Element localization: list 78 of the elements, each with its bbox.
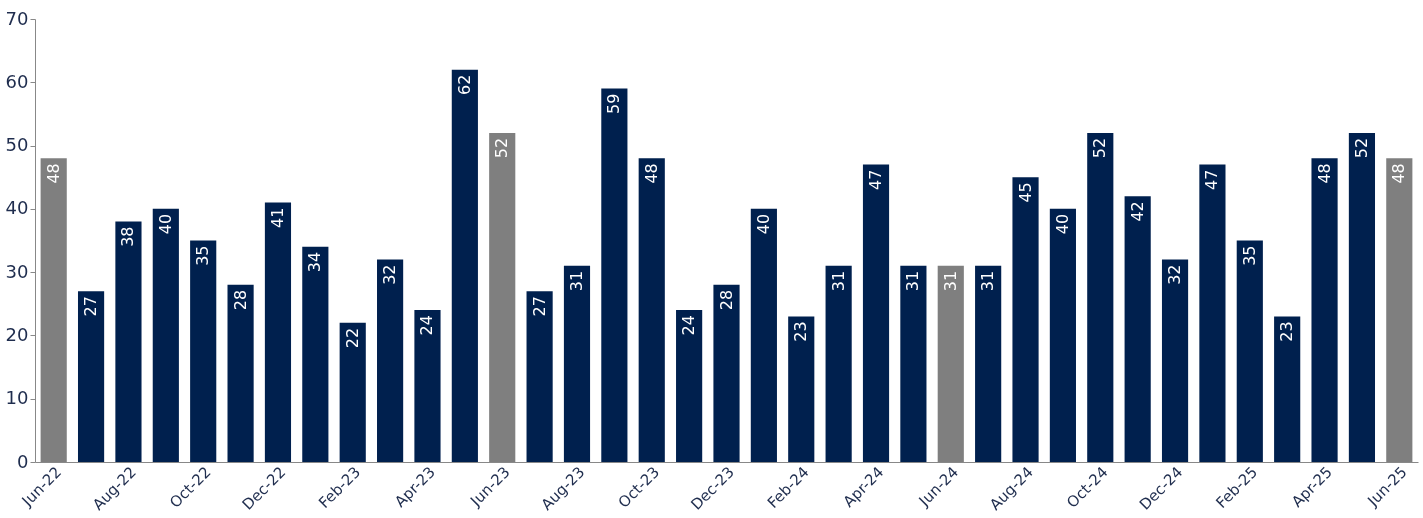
- data-label: 59: [604, 93, 624, 114]
- data-label: 47: [866, 169, 886, 190]
- data-label: 31: [940, 270, 960, 292]
- data-label: 62: [454, 74, 474, 95]
- bar: [750, 208, 777, 462]
- y-tick-label: 40: [5, 197, 29, 219]
- data-label: 35: [193, 245, 213, 266]
- data-label: 27: [529, 296, 549, 317]
- data-label: 40: [753, 213, 773, 235]
- data-label: 31: [566, 270, 586, 292]
- bar: [451, 69, 478, 462]
- bar: [339, 322, 366, 462]
- bar: [1274, 316, 1301, 462]
- data-label: 35: [1239, 245, 1259, 266]
- bar: [900, 265, 927, 462]
- data-label: 52: [1351, 137, 1371, 159]
- bar: [1161, 259, 1189, 462]
- data-label: 32: [380, 264, 400, 285]
- data-label: 22: [342, 327, 362, 349]
- data-label: 40: [155, 213, 175, 235]
- bar: [1012, 177, 1039, 462]
- bar: [713, 284, 740, 462]
- bar: [77, 291, 105, 462]
- bar: [227, 284, 254, 462]
- data-label: 52: [492, 137, 512, 159]
- data-label: 23: [1277, 321, 1297, 342]
- data-label: 32: [1165, 264, 1185, 285]
- data-label: 28: [230, 289, 250, 311]
- data-label: 52: [1090, 137, 1110, 159]
- data-label: 41: [267, 207, 287, 228]
- y-tick-label: 0: [17, 450, 29, 472]
- bar: [1236, 240, 1263, 462]
- bar: [825, 265, 852, 462]
- bar: [1049, 208, 1076, 462]
- bar: [264, 202, 292, 462]
- y-tick-label: 70: [5, 7, 29, 29]
- data-label: 47: [1202, 169, 1222, 190]
- bar: [1348, 132, 1376, 462]
- data-label: 31: [978, 270, 998, 292]
- data-label: 38: [118, 226, 138, 247]
- bar: [526, 291, 553, 462]
- bar: [190, 240, 217, 462]
- bar: [1199, 164, 1226, 462]
- bar: [788, 316, 815, 462]
- bar: [1087, 132, 1114, 462]
- y-tick-label: 20: [5, 323, 29, 345]
- data-label: 27: [81, 296, 101, 317]
- data-label: 48: [1389, 163, 1409, 184]
- data-label: 24: [417, 315, 437, 336]
- bar: [563, 265, 591, 462]
- bar: [115, 221, 142, 462]
- bar: [1311, 158, 1338, 462]
- bar: [377, 259, 404, 462]
- data-label: 48: [1314, 163, 1334, 184]
- bar: [676, 310, 703, 462]
- bar: [414, 310, 441, 462]
- bar: [1124, 196, 1151, 462]
- bar: [601, 88, 628, 462]
- bar: [152, 208, 179, 462]
- y-tick-label: 50: [5, 134, 29, 156]
- bar: [302, 246, 329, 462]
- data-label: 45: [1015, 182, 1035, 203]
- data-label: 40: [1052, 213, 1072, 235]
- data-label: 48: [43, 163, 63, 184]
- bar: [862, 164, 890, 462]
- y-tick-label: 30: [5, 260, 29, 282]
- bar: [638, 158, 665, 462]
- data-label: 23: [791, 321, 811, 342]
- data-label: 48: [641, 163, 661, 184]
- data-label: 42: [1127, 201, 1147, 222]
- data-label: 24: [679, 315, 699, 336]
- y-tick-label: 10: [5, 387, 29, 409]
- bar: [975, 265, 1002, 462]
- data-label: 31: [903, 270, 923, 292]
- data-label: 34: [305, 251, 325, 273]
- y-tick-label: 60: [5, 70, 29, 92]
- data-label: 28: [716, 289, 736, 311]
- data-label: 31: [828, 270, 848, 292]
